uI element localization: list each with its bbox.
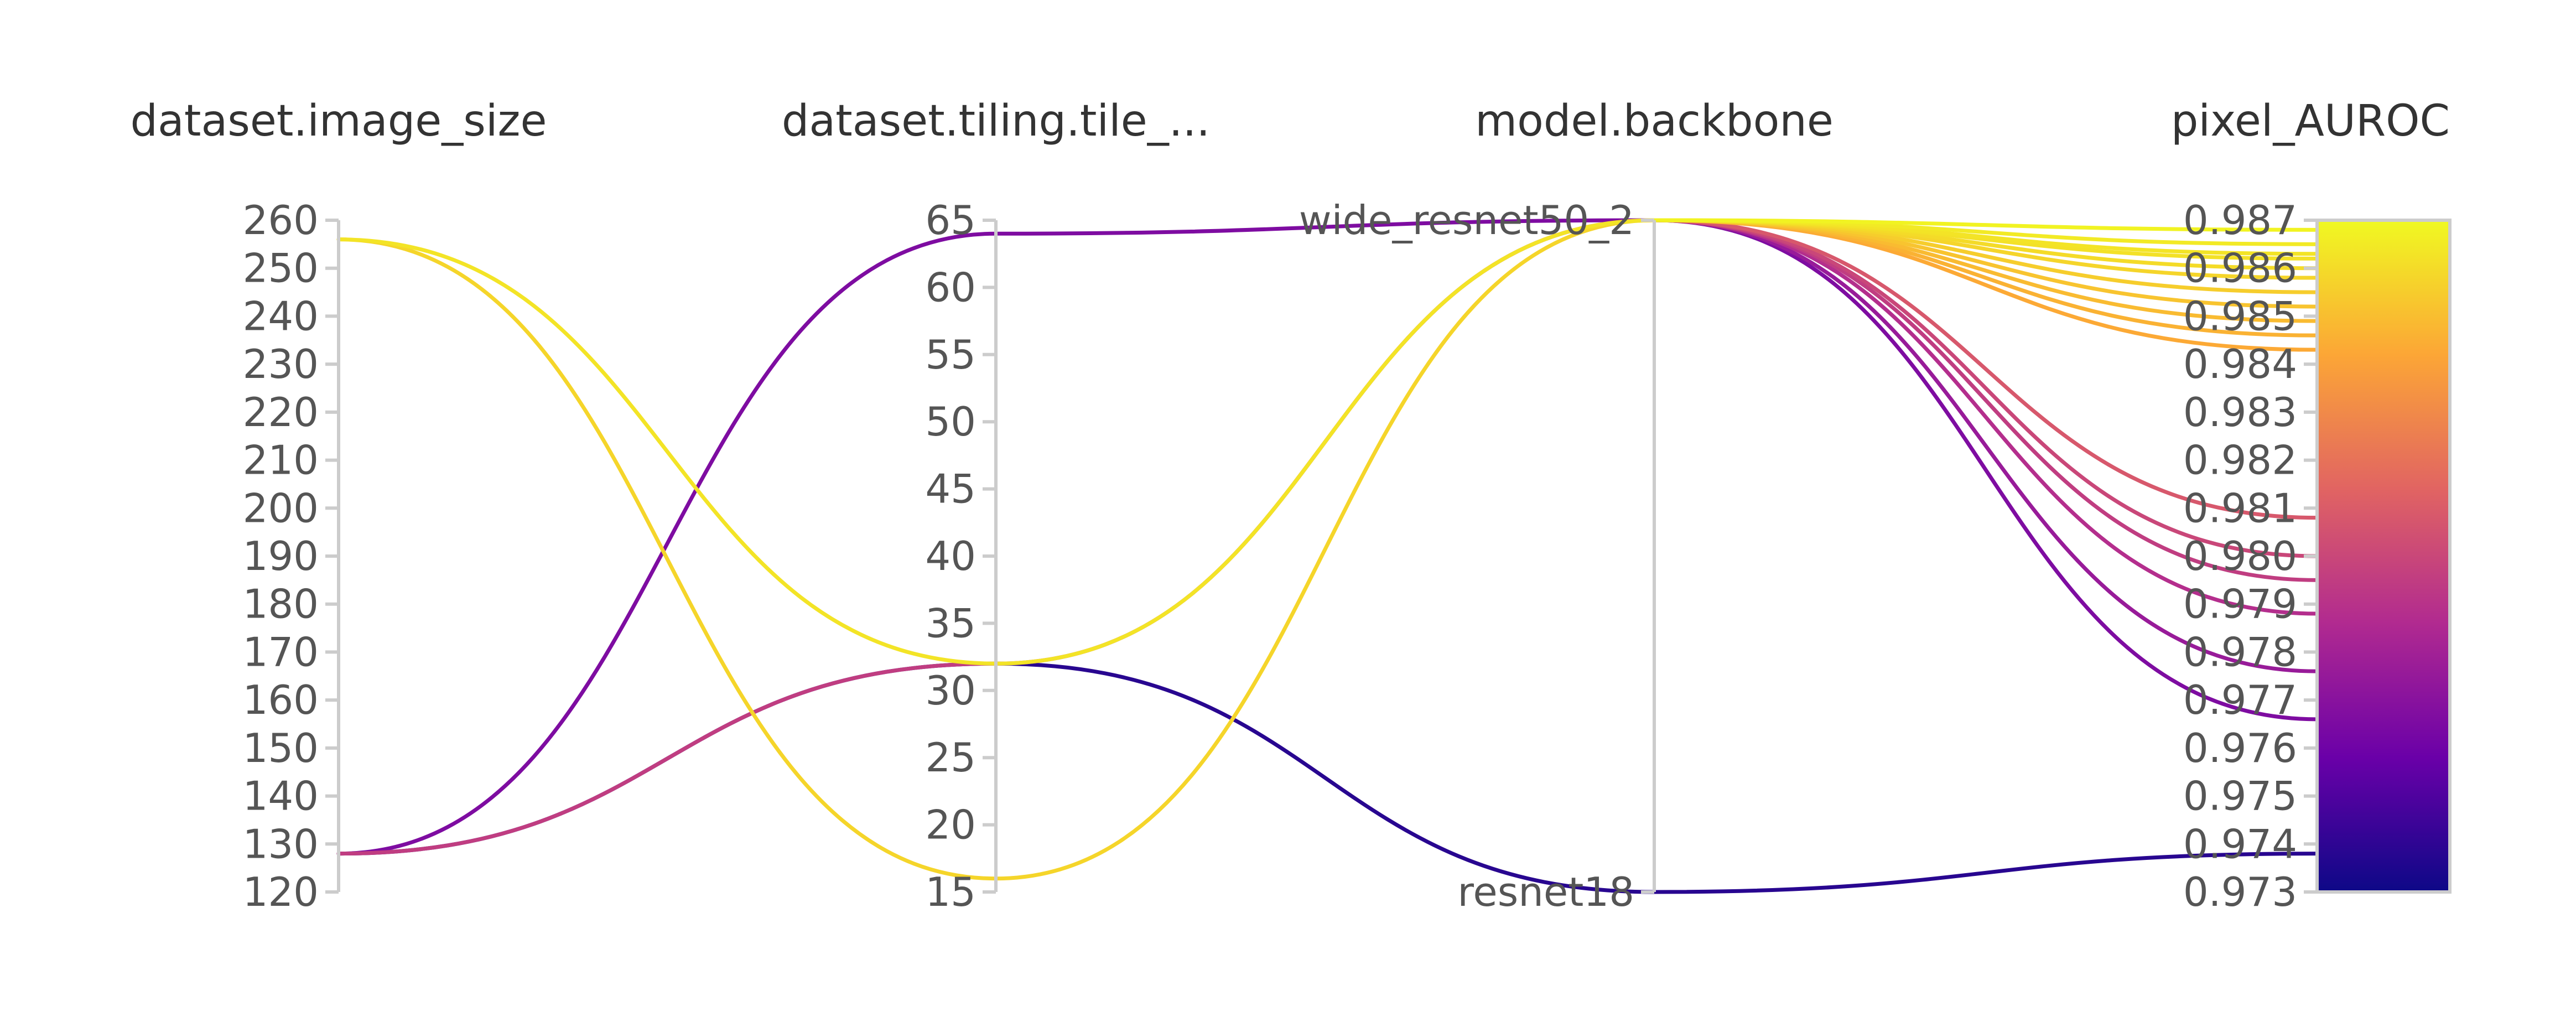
axis-pixel-auroc: pixel_AUROC0.9730.9740.9750.9760.9770.97…: [2171, 96, 2452, 915]
tick-label: 60: [925, 264, 976, 310]
colorbar: [2315, 219, 2452, 894]
tick-label: 0.980: [2183, 533, 2297, 579]
tick-label: 190: [243, 533, 319, 579]
run-line-15: [1652, 218, 2319, 558]
tick-label: 0.978: [2183, 629, 2297, 675]
tick-label: 140: [243, 773, 319, 819]
tick-label: 0.986: [2183, 245, 2297, 292]
tick-label: 0.975: [2183, 773, 2297, 819]
axis-image-size: dataset.image_size 1201301401501601701801…: [131, 96, 547, 915]
tick-label: 0.982: [2183, 437, 2297, 484]
run-line-1: [336, 218, 2319, 881]
run-line-4: [336, 218, 2319, 856]
tick-label: 120: [243, 869, 319, 915]
tick-label: 0.985: [2183, 293, 2297, 339]
tick-label: 0.973: [2183, 869, 2297, 915]
tick-label: 50: [925, 398, 976, 445]
tick-label: 0.987: [2183, 197, 2297, 243]
run-line-14: [1652, 218, 2319, 520]
tick-label: 15: [925, 869, 976, 915]
run-line-5: [1652, 218, 2319, 232]
axis-backbone: model.backbone resnet18 wide_resnet50_2: [1299, 96, 1834, 915]
tick-label: 0.974: [2183, 821, 2297, 867]
tick-label: 220: [243, 389, 319, 435]
tick-label: 45: [925, 466, 976, 512]
axis-title: dataset.tiling.tile_...: [782, 96, 1210, 146]
tick-label: 35: [925, 600, 976, 646]
tick-label: 130: [243, 821, 319, 867]
tick-label: 210: [243, 437, 319, 484]
tick-label: 250: [243, 245, 319, 292]
axis-tile-size: dataset.tiling.tile_... 15 20 25 30 35 40 45 50 5…: [782, 96, 1210, 915]
run-line-0: [336, 218, 2319, 666]
run-line-2: [336, 218, 2319, 856]
tick-label: 0.977: [2183, 677, 2297, 723]
tick-label: wide_resnet50_2: [1299, 197, 1634, 243]
tick-label: 0.979: [2183, 581, 2297, 627]
tick-label: 55: [925, 331, 976, 378]
tick-label: 180: [243, 581, 319, 627]
tick-label: 0.983: [2183, 389, 2297, 435]
tick-label: 150: [243, 725, 319, 771]
tick-label: 40: [925, 533, 976, 579]
tick-label: 25: [925, 734, 976, 781]
run-lines: [336, 218, 2319, 894]
axis-title: model.backbone: [1475, 96, 1834, 146]
tick-label: 240: [243, 293, 319, 339]
axis-title: dataset.image_size: [131, 96, 547, 146]
tick-label: 0.984: [2183, 341, 2297, 387]
run-line-16: [1652, 218, 2319, 616]
axes: dataset.image_size1201301401501601701801…: [131, 96, 2452, 915]
axis-title: pixel_AUROC: [2171, 96, 2450, 146]
tick-label: 65: [925, 197, 976, 243]
tick-label: 230: [243, 341, 319, 387]
tick-label: resnet18: [1457, 869, 1634, 915]
tick-label: 20: [925, 802, 976, 848]
run-line-17: [1652, 218, 2319, 673]
tick-label: 200: [243, 485, 319, 531]
tick-label: 170: [243, 629, 319, 675]
tick-label: 0.976: [2183, 725, 2297, 771]
tick-label: 260: [243, 197, 319, 243]
tick-label: 30: [925, 667, 976, 714]
tick-label: 160: [243, 677, 319, 723]
tick-label: 0.981: [2183, 485, 2297, 531]
